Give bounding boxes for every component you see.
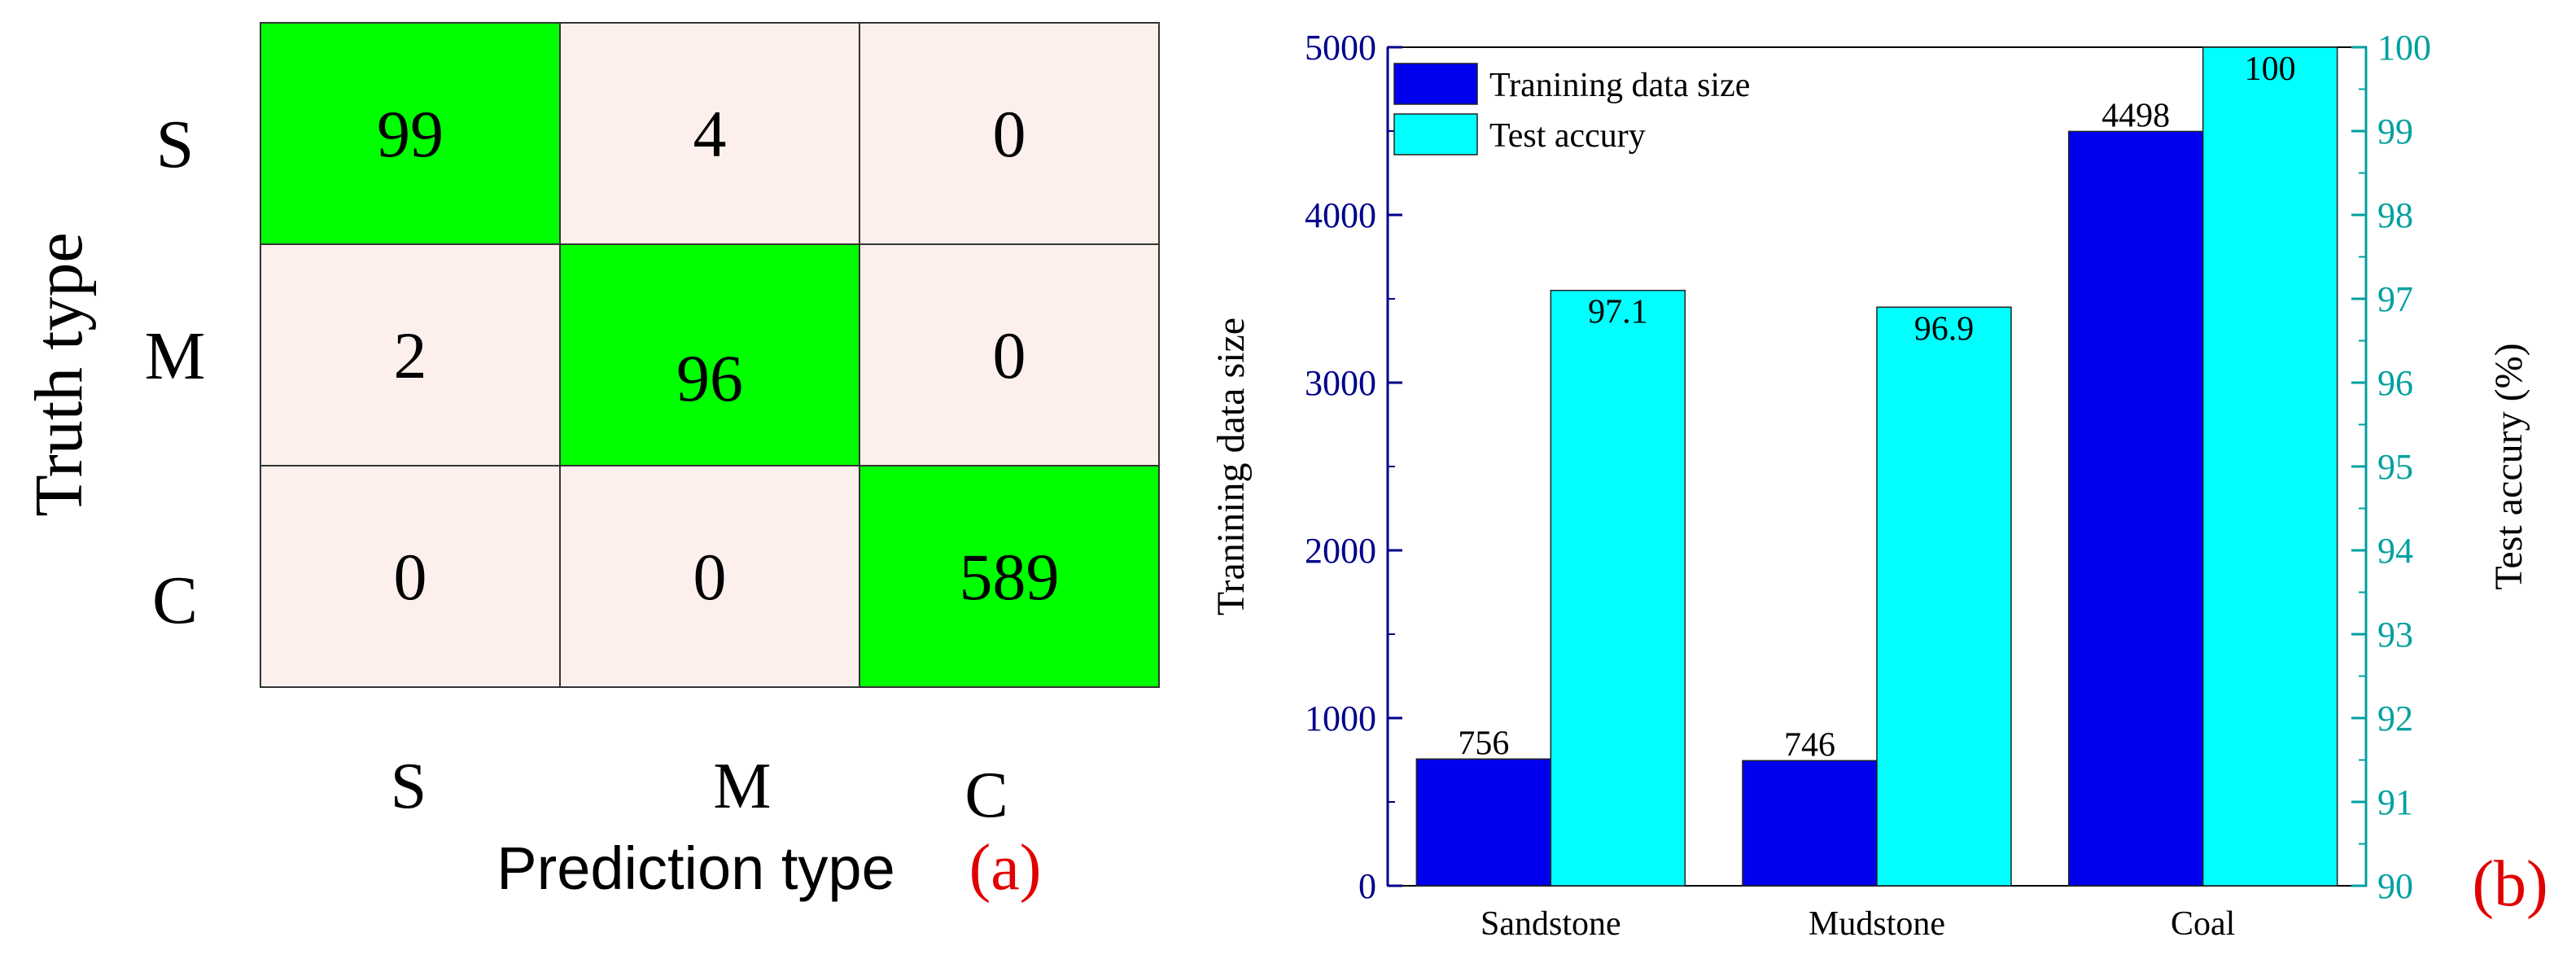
bar-label-test-accuracy: 96.9 — [1914, 310, 1975, 348]
right-axis-tick-label: 91 — [2377, 782, 2413, 822]
left-axis-tick-label: 5000 — [1305, 28, 1376, 68]
matrix-cell — [559, 22, 860, 245]
legend: Tranining data size Test accury — [1393, 63, 1750, 155]
left-axis-tick-label: 2000 — [1305, 531, 1376, 571]
matrix-cell — [859, 22, 1160, 245]
matrix-value: 0 — [993, 318, 1026, 392]
truth-type-axis-title: Truth type — [21, 232, 97, 516]
truth-type-label: C — [152, 563, 198, 638]
panel-label-a: (a) — [969, 832, 1042, 904]
bar-test-accuracy — [2202, 46, 2338, 887]
x-category-label: Coal — [2171, 905, 2235, 943]
left-axis-tick-label: 4000 — [1305, 195, 1376, 235]
matrix-value: 0 — [693, 540, 727, 614]
right-axis-tick-label: 92 — [2377, 699, 2413, 738]
left-axis-tick-label: 1000 — [1305, 699, 1376, 738]
right-axis-tick-label: 97 — [2377, 279, 2413, 319]
truth-type-labels: S M C — [145, 107, 206, 638]
right-axis-tick-label: 100 — [2377, 28, 2431, 68]
matrix-value: 2 — [394, 318, 427, 392]
left-axis-tick-label: 3000 — [1305, 363, 1376, 403]
matrix-cell — [859, 243, 1160, 466]
bar-label-training-size: 4498 — [2101, 97, 2170, 134]
prediction-type-label: M — [713, 751, 771, 822]
confusion-matrix-cells — [260, 22, 1160, 688]
bar-training-size — [1742, 760, 1878, 887]
legend-label-test-accuracy: Test accury — [1489, 117, 1646, 155]
matrix-value: 0 — [993, 97, 1026, 171]
truth-type-label: S — [156, 107, 195, 182]
right-axis-tick-label: 96 — [2377, 363, 2413, 403]
bars — [1415, 46, 2338, 887]
x-category-label: Sandstone — [1480, 905, 1621, 943]
bar-label-test-accuracy: 100 — [2245, 50, 2296, 88]
right-axis-tick-label: 90 — [2377, 866, 2413, 906]
prediction-type-axis-title: Prediction type — [496, 834, 895, 902]
bar-training-size — [2067, 130, 2204, 887]
bar-chart-panel: 756 97.1 746 96.9 4498 100 0 1000 2000 3000 4000 5… — [1209, 28, 2548, 943]
right-axis-tick-label: 95 — [2377, 447, 2413, 487]
x-category-label: Mudstone — [1808, 905, 1945, 943]
right-axis-tick-label: 93 — [2377, 615, 2413, 655]
matrix-value: 589 — [960, 540, 1060, 614]
left-y-axis: 0 1000 2000 3000 4000 5000 — [1305, 28, 1402, 906]
confusion-matrix-values: 99 4 0 2 96 0 0 0 589 — [377, 97, 1060, 614]
matrix-value: 96 — [676, 341, 743, 415]
matrix-cell — [559, 243, 860, 466]
bar-training-size — [1415, 758, 1552, 887]
bar-label-training-size: 746 — [1784, 726, 1835, 764]
right-axis-tick-label: 98 — [2377, 195, 2413, 235]
left-axis-title: Tranining data size — [1209, 318, 1253, 615]
prediction-type-label: C — [964, 760, 1008, 831]
right-y-axis: 90 91 92 93 94 95 96 97 98 99 100 — [2351, 28, 2431, 906]
bar-test-accuracy — [1876, 306, 2012, 887]
truth-type-label: M — [145, 318, 206, 394]
panel-label-b: (b) — [2472, 848, 2548, 920]
legend-swatch-test-accuracy — [1393, 113, 1478, 155]
matrix-cell — [859, 465, 1160, 688]
matrix-cell — [559, 465, 860, 688]
bar-test-accuracy — [1550, 289, 1686, 887]
left-axis-tick-label: 0 — [1358, 866, 1376, 906]
right-axis-tick-label: 94 — [2377, 531, 2413, 571]
prediction-type-label: S — [391, 751, 427, 822]
bar-value-labels: 756 97.1 746 96.9 4498 100 — [1458, 50, 2295, 764]
matrix-cell — [260, 243, 561, 466]
bar-label-test-accuracy: 97.1 — [1588, 294, 1648, 331]
matrix-value: 99 — [377, 97, 444, 171]
legend-swatch-training-size — [1393, 63, 1478, 105]
bar-label-training-size: 756 — [1458, 725, 1509, 762]
confusion-matrix-panel: 99 4 0 2 96 0 0 0 589 S M C S M C Truth type Predict… — [21, 22, 1160, 904]
matrix-cell — [260, 22, 561, 245]
matrix-value: 4 — [693, 97, 727, 171]
right-axis-tick-label: 99 — [2377, 112, 2413, 151]
x-category-labels: Sandstone Mudstone Coal — [1480, 905, 2235, 943]
legend-label-training-size: Tranining data size — [1489, 67, 1750, 104]
matrix-cell — [260, 465, 561, 688]
right-axis-title: Test accury (%) — [2487, 343, 2530, 589]
matrix-value: 0 — [394, 540, 427, 614]
